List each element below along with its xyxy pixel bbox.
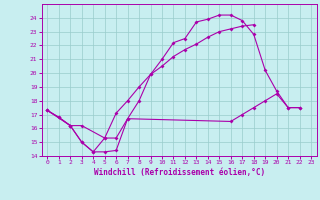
X-axis label: Windchill (Refroidissement éolien,°C): Windchill (Refroidissement éolien,°C) — [94, 168, 265, 177]
